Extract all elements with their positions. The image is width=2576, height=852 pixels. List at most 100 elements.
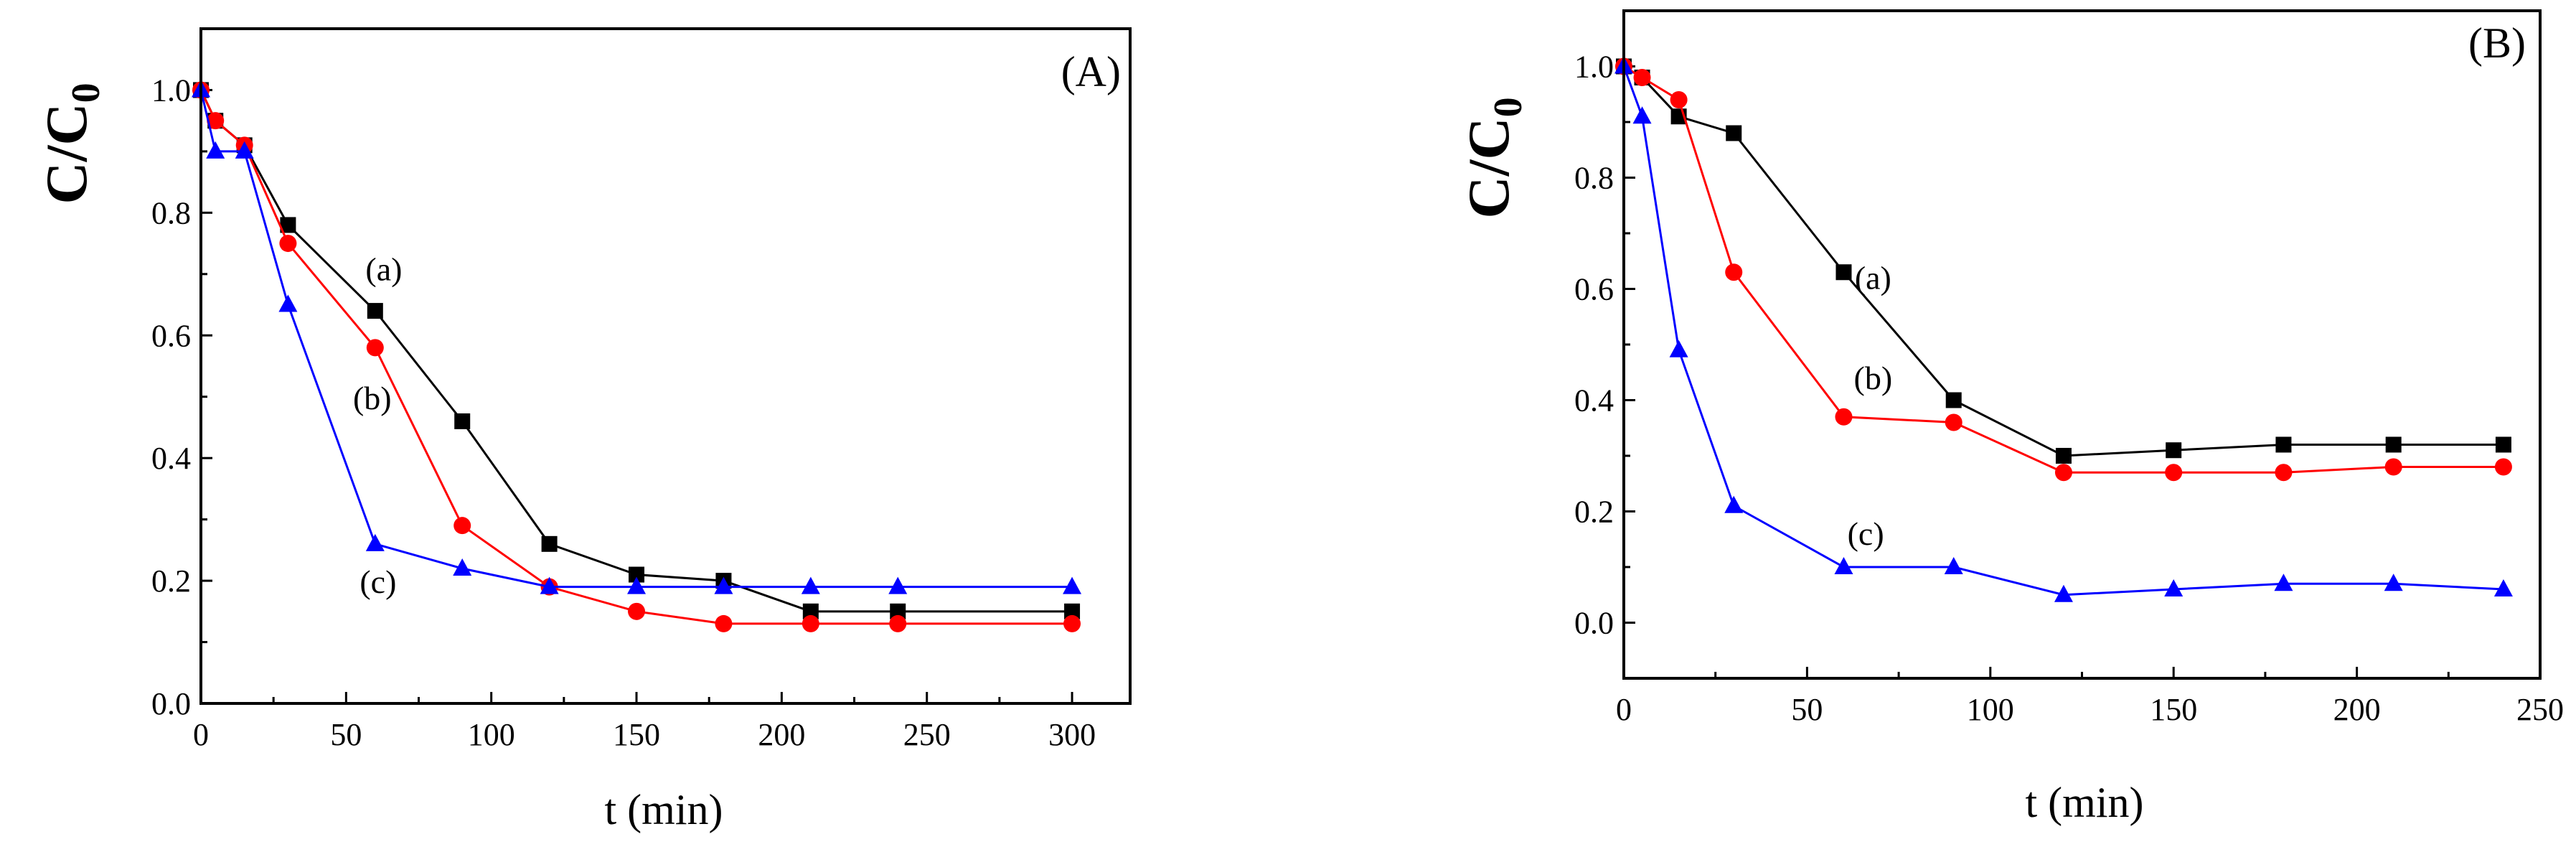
- data-point: [2054, 464, 2072, 482]
- annotations: (a) (b) (c): [1848, 260, 1893, 553]
- plot-frame: [1622, 9, 2542, 680]
- data-point: [890, 603, 906, 619]
- x-axis-title: t (min): [2026, 779, 2144, 826]
- x-tick-label: 150: [2150, 692, 2197, 727]
- data-point: [629, 566, 645, 583]
- x-tick-label: 0: [193, 717, 209, 752]
- data-point: [2494, 458, 2512, 476]
- series-group: [192, 80, 1082, 632]
- x-axis-title: t (min): [605, 786, 723, 833]
- x-tick-label: 100: [1967, 692, 2014, 727]
- data-point: [714, 576, 733, 594]
- x-tick-label: 200: [758, 717, 805, 752]
- data-point: [1726, 125, 1742, 141]
- data-point: [206, 141, 225, 159]
- data-point: [1064, 603, 1081, 619]
- data-point: [2164, 579, 2184, 596]
- data-point: [1944, 557, 1963, 574]
- y-axis-title: C/C0: [34, 83, 108, 204]
- data-point: [2274, 574, 2293, 591]
- data-point: [235, 141, 254, 159]
- data-point: [1063, 614, 1081, 632]
- data-point: [715, 614, 733, 632]
- data-point: [453, 517, 471, 535]
- data-point: [1945, 392, 1962, 408]
- series-group: [1614, 56, 2513, 602]
- data-point: [802, 603, 819, 619]
- series-annotation: (b): [1854, 360, 1893, 396]
- x-tick-label: 250: [903, 717, 951, 752]
- plot-frame: [199, 27, 1132, 705]
- annotations: (a) (b) (c): [353, 251, 403, 600]
- data-point: [2166, 442, 2182, 459]
- data-point: [1835, 264, 1852, 281]
- data-point: [802, 614, 819, 632]
- data-point: [888, 576, 908, 594]
- data-point: [628, 602, 646, 620]
- series-line: [1623, 65, 2504, 457]
- data-point: [278, 294, 298, 312]
- series-line: [1623, 65, 2504, 474]
- ticks: 0 50 100 150 200 250 0.0 0.2 0.4 0.6 0.8 1.0: [1574, 50, 2564, 728]
- data-point: [207, 112, 225, 130]
- data-point: [889, 614, 907, 632]
- panel-b: C/C0 t (min) (B) 0 50 100 150 200 250 0.0 0.2 0.…: [1456, 9, 2564, 826]
- panel-label: (A): [1061, 48, 1121, 95]
- x-tick-label: 100: [468, 717, 515, 752]
- y-tick-label: 0.0: [151, 686, 191, 721]
- data-point: [366, 339, 384, 357]
- data-point: [454, 413, 471, 429]
- series-line: [1622, 65, 2504, 596]
- data-point: [2055, 448, 2072, 464]
- ticks: 0 50 100 150 200 250 300 0.0 0.2 0.4 0.6 0.8 1.0: [151, 72, 1096, 752]
- data-point: [1063, 576, 1082, 594]
- data-point: [1725, 263, 1743, 281]
- data-point: [1669, 340, 1688, 357]
- panel-label: (B): [2468, 19, 2526, 67]
- data-point: [1834, 557, 1853, 574]
- data-point: [1835, 408, 1853, 426]
- series-line: [199, 90, 1073, 589]
- x-tick-label: 200: [2333, 692, 2381, 727]
- data-point: [1724, 495, 1744, 513]
- data-point: [627, 576, 647, 594]
- data-point: [2385, 436, 2402, 453]
- y-tick-label: 0.0: [1574, 606, 1614, 641]
- data-point: [2493, 579, 2513, 596]
- y-tick-label: 0.4: [1574, 383, 1614, 418]
- data-point: [1632, 106, 1652, 124]
- series-line: [199, 89, 1073, 625]
- y-tick-label: 0.4: [151, 441, 191, 476]
- series-annotation: (b): [353, 380, 392, 416]
- series-annotation: (c): [1848, 515, 1884, 552]
- x-tick-label: 250: [2516, 692, 2564, 727]
- y-tick-label: 1.0: [1574, 50, 1614, 85]
- data-point: [367, 303, 383, 319]
- x-tick-label: 50: [330, 717, 362, 752]
- y-tick-label: 1.0: [151, 72, 191, 108]
- data-point: [2165, 464, 2183, 482]
- x-tick-label: 150: [613, 717, 660, 752]
- data-point: [2384, 574, 2403, 591]
- y-tick-label: 0.6: [1574, 272, 1614, 307]
- panel-a: C/C0 t (min) (A) 0 50 100 150 200 250 300 0.0 0.…: [34, 27, 1132, 833]
- data-point: [541, 535, 558, 552]
- data-point: [2275, 436, 2292, 453]
- series-annotation: (a): [365, 251, 402, 287]
- y-tick-label: 0.2: [151, 563, 191, 599]
- data-point: [801, 576, 820, 594]
- y-tick-label: 0.2: [1574, 495, 1614, 530]
- data-point: [1670, 91, 1688, 108]
- x-tick-label: 50: [1791, 692, 1823, 727]
- data-point: [540, 576, 559, 594]
- data-point: [1945, 413, 1962, 431]
- y-tick-label: 0.6: [151, 318, 191, 353]
- data-point: [365, 533, 385, 551]
- data-point: [2384, 458, 2402, 476]
- y-tick-label: 0.8: [151, 195, 191, 230]
- data-point: [2054, 584, 2073, 602]
- series-line: [199, 89, 1073, 613]
- series-annotation: (c): [359, 563, 396, 600]
- data-point: [1633, 69, 1651, 86]
